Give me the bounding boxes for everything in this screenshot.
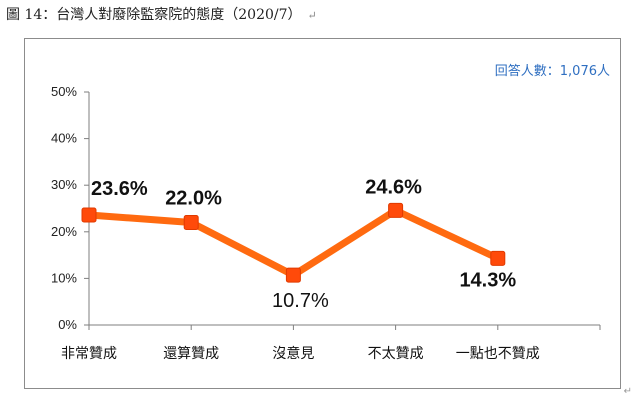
figure-caption-text: 圖 14：台灣人對廢除監察院的態度（2020/7） — [6, 7, 302, 23]
series-line — [85, 206, 502, 279]
data-point — [81, 207, 97, 223]
data-point — [285, 267, 301, 283]
y-tick-label: 40% — [51, 131, 77, 146]
data-label: 24.6% — [365, 176, 422, 198]
data-label: 23.6% — [91, 178, 148, 200]
x-tick-label: 不太贊成 — [368, 346, 424, 362]
data-label: 10.7% — [272, 290, 329, 312]
x-tick-label: 一點也不贊成 — [456, 346, 540, 362]
x-tick-label: 非常贊成 — [61, 346, 117, 362]
corner-return-mark: ↵ — [623, 386, 632, 397]
figure-caption: 圖 14：台灣人對廢除監察院的態度（2020/7） ↵ — [6, 4, 317, 26]
data-label: 14.3% — [459, 269, 516, 291]
x-tick-label: 還算贊成 — [163, 346, 219, 362]
y-tick-label: 0% — [58, 317, 77, 332]
respondent-count: 回答人數：1,076人 — [494, 64, 610, 79]
y-tick-label: 50% — [51, 84, 77, 99]
data-point — [490, 250, 506, 266]
chart-frame — [24, 38, 621, 389]
data-point — [388, 202, 404, 218]
y-tick-label: 20% — [51, 224, 77, 239]
y-tick-label: 30% — [51, 177, 77, 192]
x-tick-label: 沒意見 — [272, 345, 314, 362]
data-point — [183, 214, 199, 230]
y-tick-label: 10% — [51, 270, 77, 285]
return-mark: ↵ — [307, 9, 317, 22]
data-label: 22.0% — [165, 187, 222, 209]
